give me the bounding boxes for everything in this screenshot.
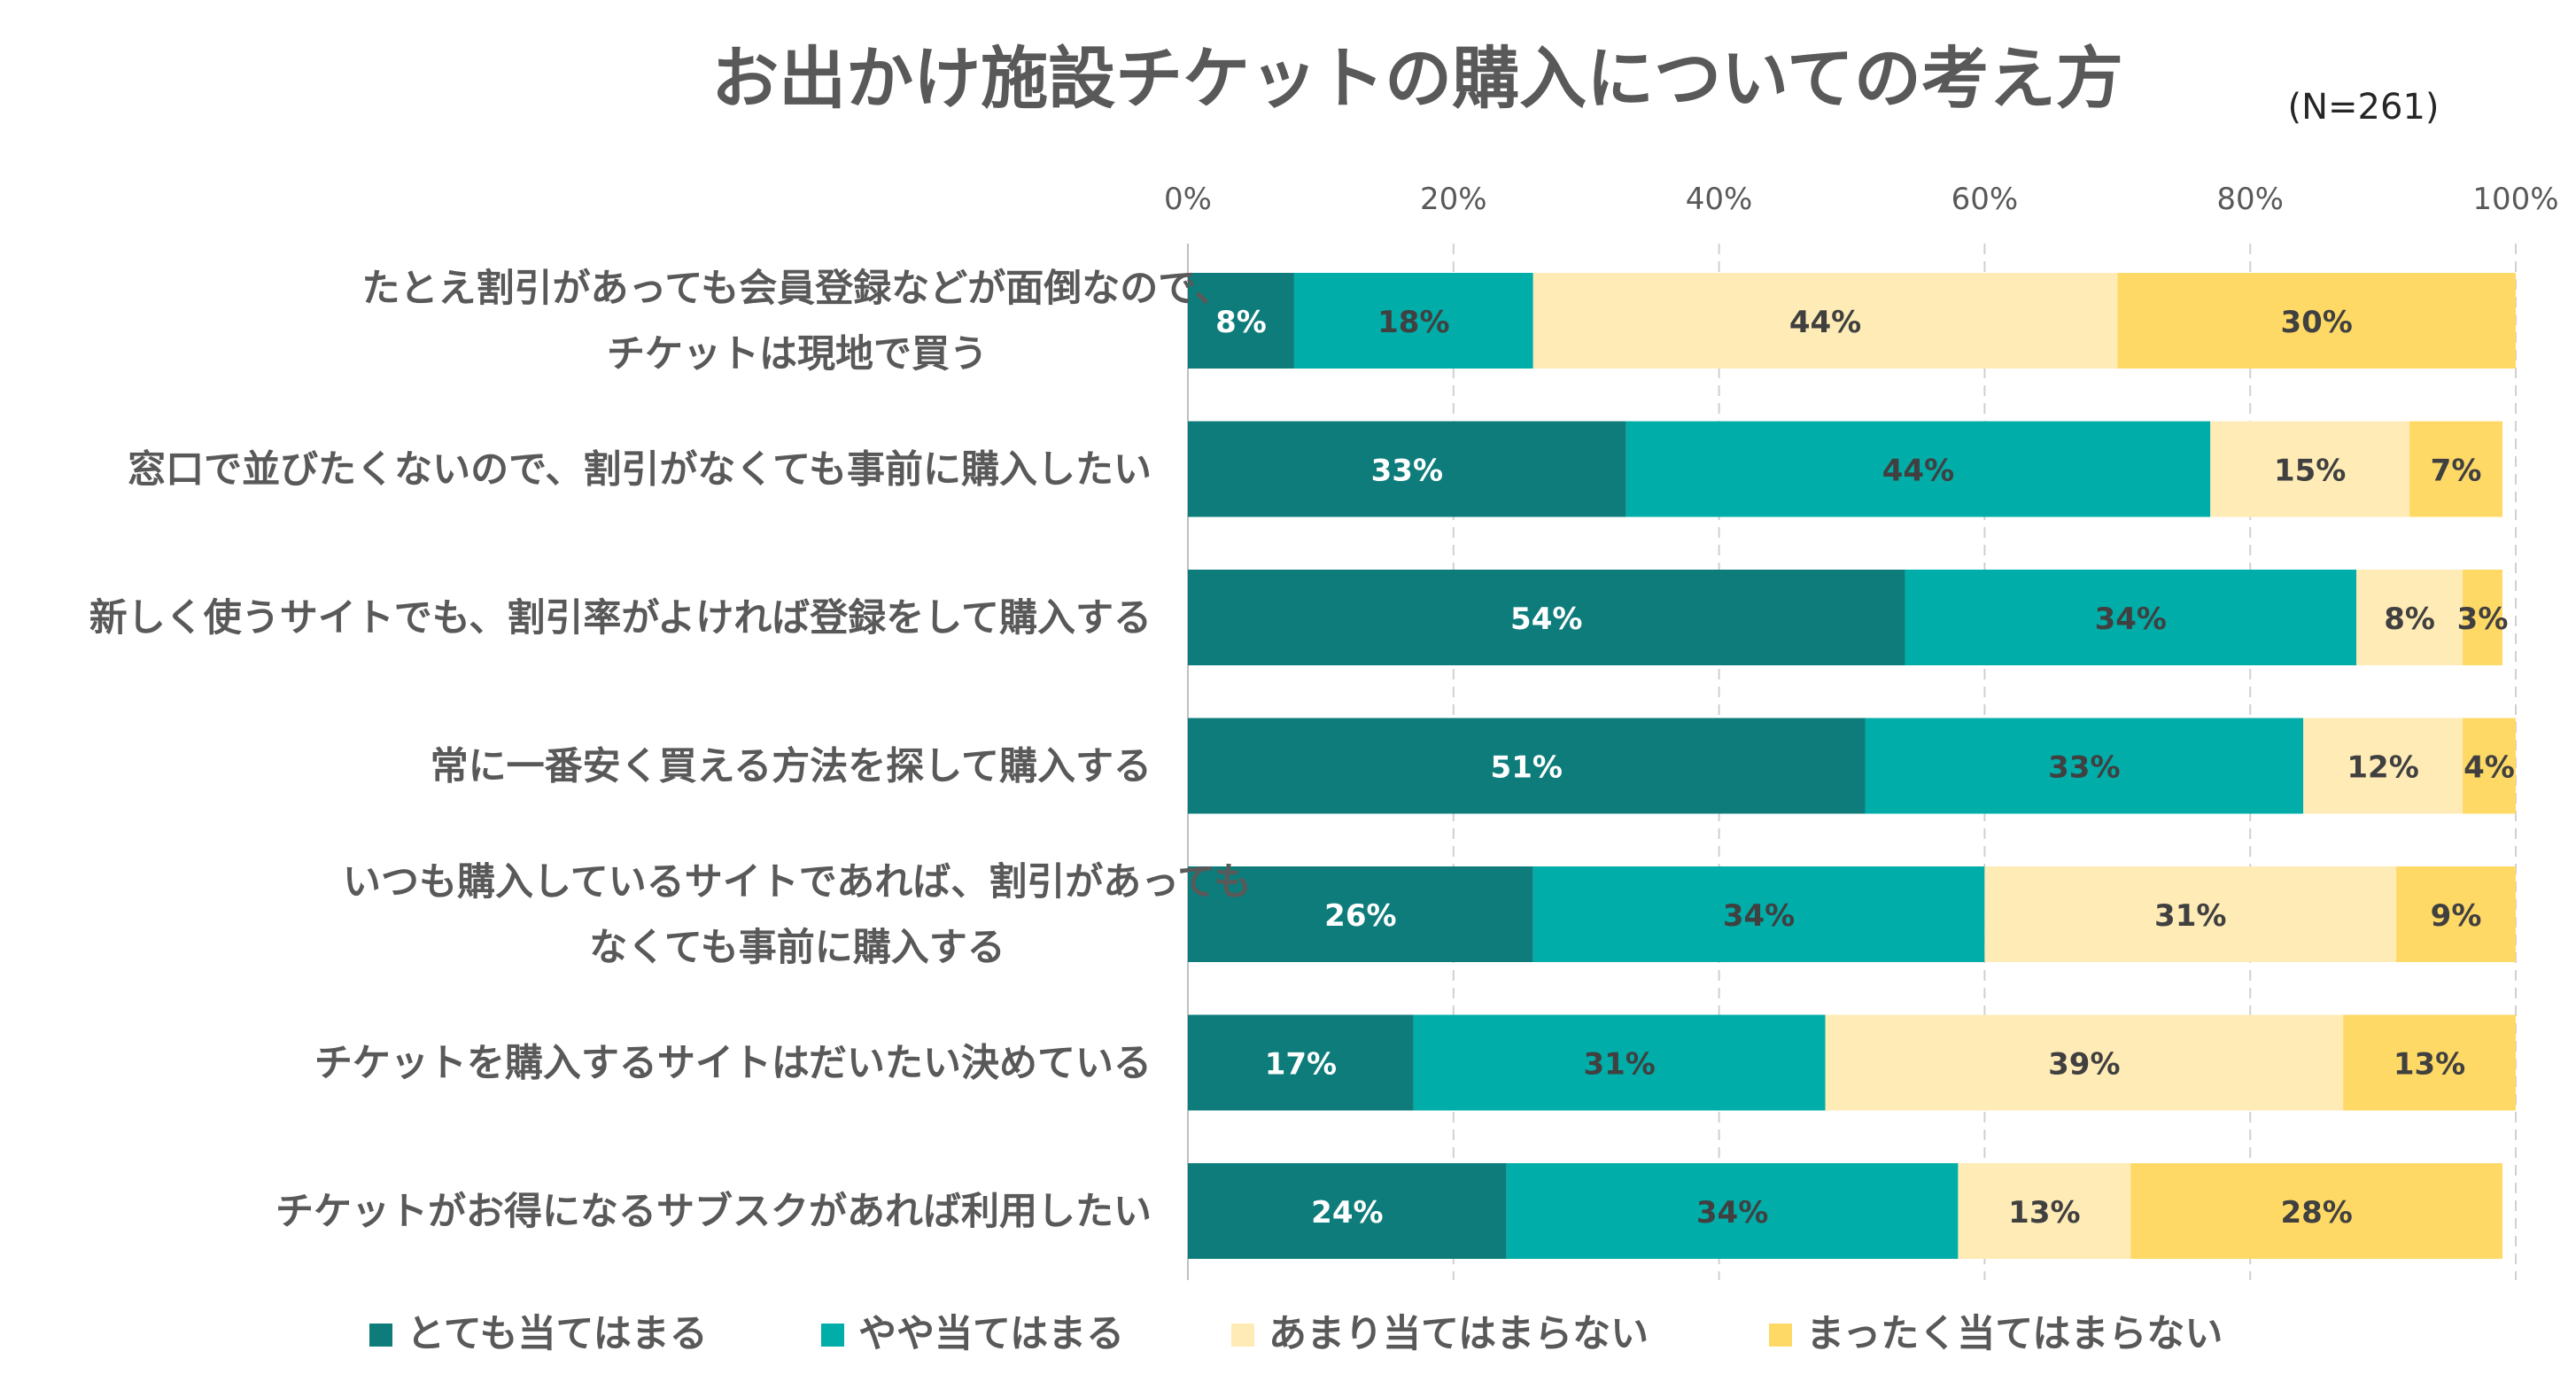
data-label: 30% — [2280, 305, 2352, 340]
data-label: 34% — [1696, 1195, 1768, 1231]
bar-segment — [1188, 1163, 1507, 1259]
category-label: チケットがお得になるサブスクがあれば利用したい — [275, 1190, 1152, 1234]
bar-segment — [1532, 273, 2118, 369]
category-label: たとえ割引があっても会員登録などが面倒なので、チケットは現地で買う — [362, 267, 1233, 377]
legend-swatch — [821, 1324, 844, 1347]
data-label: 12% — [2347, 750, 2418, 786]
data-label: 13% — [2394, 1047, 2465, 1083]
bar-segment — [1506, 1163, 1959, 1259]
category-label: チケットを購入するサイトはだいたい決めている — [314, 1042, 1152, 1086]
category-label: 新しく使うサイトでも、割引率がよければ登録をして購入する — [89, 596, 1152, 641]
category-labels: たとえ割引があっても会員登録などが面倒なので、チケットは現地で買う窓口で並びたく… — [89, 267, 1252, 1234]
legend-label: とても当てはまる — [407, 1312, 708, 1356]
bar-segment — [1905, 570, 2357, 665]
bar-segment — [2117, 273, 2516, 369]
bar-segment — [1865, 718, 2304, 814]
data-label: 18% — [1377, 305, 1449, 340]
data-label: 33% — [2048, 750, 2120, 786]
bar-segment — [2409, 421, 2503, 517]
bar-segment — [1413, 1014, 1826, 1111]
bar-segment — [2303, 718, 2463, 814]
bar-segment — [1188, 273, 1294, 369]
x-tick-label: 20% — [1420, 182, 1487, 217]
data-label: 51% — [1491, 750, 1563, 786]
bar-segment — [2463, 570, 2503, 665]
bar-segment — [1293, 273, 1533, 369]
data-label: 4% — [2463, 750, 2515, 786]
bar-segment — [1188, 866, 1533, 962]
x-tick-label: 80% — [2216, 182, 2284, 217]
bar-segment — [1626, 421, 2211, 517]
bar-segment — [1958, 1163, 2131, 1259]
bar-segment — [1532, 866, 1985, 962]
data-label: 28% — [2280, 1195, 2352, 1231]
bars: 8% 18% 44% 30% 33% 44% 15% 7% 54% 34% 8% 3% 51% 33% 12… — [1188, 273, 2516, 1259]
data-label: 31% — [1583, 1047, 1655, 1083]
data-label: 24% — [1311, 1195, 1383, 1231]
legend: とても当てはまる やや当てはまる あまり当てはまらない まったく当てはまらない — [369, 1312, 2223, 1356]
data-label: 3% — [2457, 602, 2509, 637]
bar-segment — [2396, 866, 2516, 962]
category-label: 常に一番安く買える方法を探して購入する — [431, 745, 1152, 789]
data-label: 8% — [1215, 305, 1267, 340]
chart-title: お出かけ施設チケットの購入についての考え方 — [711, 39, 2123, 118]
bar-segment — [2463, 718, 2516, 814]
data-label: 39% — [2048, 1047, 2120, 1083]
bar-segment — [2356, 570, 2463, 665]
category-label: いつも購入しているサイトであれば、割引があってもなくても事前に購入する — [343, 860, 1252, 970]
bar-segment — [2130, 1163, 2503, 1259]
data-label: 54% — [1510, 602, 1582, 637]
chart-subtitle: (N=261) — [2288, 87, 2440, 128]
data-label: 34% — [2095, 602, 2167, 637]
x-tick-label: 0% — [1164, 182, 1212, 217]
x-tick-label: 100% — [2472, 182, 2558, 217]
bar-segment — [1188, 421, 1626, 517]
data-label: 8% — [2384, 602, 2435, 637]
x-tick-label: 60% — [1951, 182, 2019, 217]
bar-segment — [2210, 421, 2410, 517]
legend-label: まったく当てはまらない — [1806, 1312, 2223, 1356]
bar-segment — [2343, 1014, 2516, 1111]
data-label: 33% — [1371, 454, 1443, 489]
bar-segment — [1188, 1014, 1414, 1111]
data-label: 34% — [1723, 898, 1795, 934]
data-label: 7% — [2431, 454, 2482, 489]
bar-segment — [1188, 570, 1905, 665]
category-label: 窓口で並びたくないので、割引がなくても事前に購入したい — [128, 448, 1152, 493]
bar-segment — [1984, 866, 2397, 962]
bar-segment — [1188, 718, 1866, 814]
data-label: 26% — [1324, 898, 1396, 934]
legend-swatch — [1769, 1324, 1792, 1347]
bar-segment — [1825, 1014, 2344, 1111]
legend-swatch — [369, 1324, 392, 1347]
data-label: 44% — [1789, 305, 1861, 340]
data-label: 44% — [1882, 454, 1954, 489]
legend-swatch — [1231, 1324, 1254, 1347]
data-label: 17% — [1265, 1047, 1337, 1083]
data-label: 31% — [2154, 898, 2226, 934]
data-label: 9% — [2431, 898, 2482, 934]
legend-label: やや当てはまる — [858, 1312, 1124, 1356]
data-label: 15% — [2274, 454, 2346, 489]
legend-label: あまり当てはまらない — [1269, 1312, 1649, 1356]
x-tick-label: 40% — [1686, 182, 1753, 217]
data-label: 13% — [2008, 1195, 2080, 1231]
x-axis-ticks: 0% 20% 40% 60% 80% 100% — [1164, 182, 2559, 217]
